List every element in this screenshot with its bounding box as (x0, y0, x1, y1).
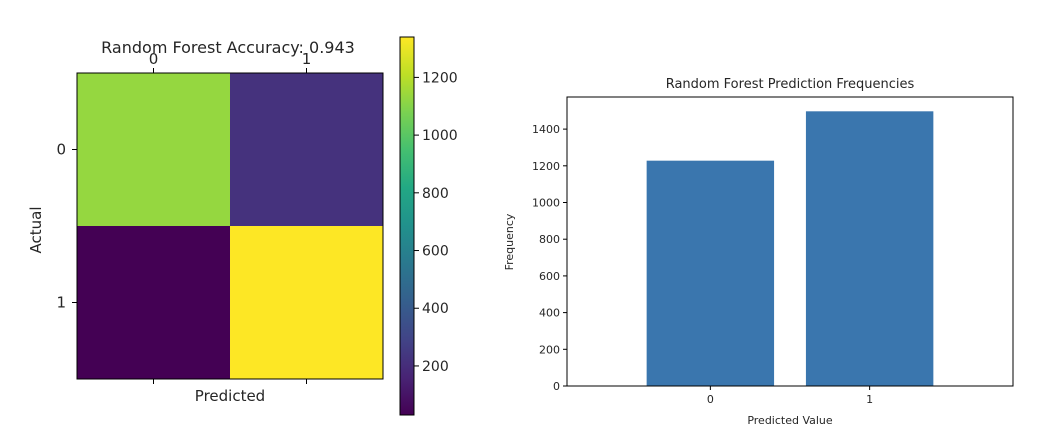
bar-ytick-label: 1000 (532, 197, 560, 210)
bar-xtick-label: 1 (866, 393, 873, 406)
colorbar-frame (399, 36, 415, 416)
colorbar: 200 400 600 800 1000 1200 (399, 36, 458, 416)
heatmap-ticks: 0 1 0 1 (56, 50, 311, 384)
bar-ytick-label: 1200 (532, 160, 560, 173)
colorbar-tick-label: 400 (422, 301, 449, 317)
bar-yticks: 0 200 400 600 800 1000 1200 1400 (532, 123, 567, 393)
bar-ytick-label: 800 (539, 233, 560, 246)
heatmap-xtick-label: 0 (149, 50, 159, 68)
heatmap-xlabel: Predicted (195, 387, 265, 405)
prediction-frequency-chart: Random Forest Prediction Frequencies 0 20… (503, 77, 1014, 427)
bar-ytick-label: 200 (539, 343, 560, 356)
bar-ytick-label: 0 (553, 380, 560, 393)
heatmap-cell-0-0 (77, 73, 230, 226)
bar-bars (646, 111, 934, 386)
bar-title: Random Forest Prediction Frequencies (666, 77, 915, 92)
bar-ytick-label: 1400 (532, 123, 560, 136)
colorbar-tick-label: 600 (422, 244, 449, 260)
colorbar-tick-label: 1200 (422, 70, 458, 86)
bar-ytick-label: 600 (539, 270, 560, 283)
bar-1 (805, 111, 934, 386)
heatmap-ytick-label: 1 (56, 294, 66, 312)
bar-ylabel: Frequency (503, 213, 516, 270)
colorbar-gradient (400, 37, 414, 415)
bar-frame (566, 96, 1014, 387)
bar-xtick-label: 0 (707, 393, 714, 406)
heatmap-cell-1-0 (77, 226, 230, 379)
bar-xlabel: Predicted Value (747, 414, 833, 427)
heatmap-frame (76, 72, 384, 380)
colorbar-tick-label: 1000 (422, 128, 458, 144)
heatmap-title: Random Forest Accuracy: 0.943 (101, 38, 355, 57)
heatmap-ytick-label: 0 (56, 141, 66, 159)
heatmap-cell-0-1 (230, 73, 383, 226)
colorbar-tick-label: 200 (422, 359, 449, 375)
confusion-matrix-chart: Random Forest Accuracy: 0.943 0 1 0 1 Predi… (27, 38, 384, 405)
heatmap-cells (77, 73, 383, 379)
bar-0 (646, 160, 775, 386)
heatmap-xtick-label: 1 (302, 50, 312, 68)
colorbar-tick-label: 800 (422, 186, 449, 202)
colorbar-ticks: 200 400 600 800 1000 1200 (414, 70, 458, 375)
heatmap-ylabel: Actual (27, 207, 45, 254)
heatmap-cell-1-1 (230, 226, 383, 379)
bar-ytick-label: 400 (539, 307, 560, 320)
